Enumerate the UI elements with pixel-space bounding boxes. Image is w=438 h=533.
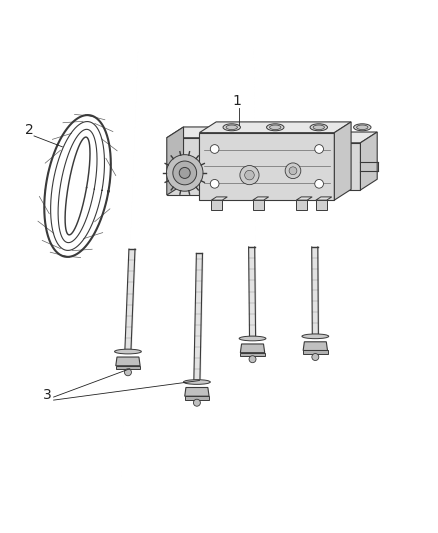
Text: 1: 1 xyxy=(232,94,241,109)
Polygon shape xyxy=(199,122,351,133)
Ellipse shape xyxy=(270,125,281,130)
Ellipse shape xyxy=(313,125,325,130)
Ellipse shape xyxy=(223,124,240,131)
Polygon shape xyxy=(167,127,184,195)
Circle shape xyxy=(289,167,297,175)
Polygon shape xyxy=(212,200,222,209)
Polygon shape xyxy=(253,197,268,200)
Polygon shape xyxy=(316,200,327,209)
Polygon shape xyxy=(167,138,199,195)
Circle shape xyxy=(240,166,259,184)
Polygon shape xyxy=(240,353,265,356)
Ellipse shape xyxy=(239,336,266,341)
Ellipse shape xyxy=(184,379,210,384)
Polygon shape xyxy=(185,387,209,396)
Polygon shape xyxy=(316,197,332,200)
Text: 2: 2 xyxy=(25,123,34,137)
Ellipse shape xyxy=(115,349,141,354)
Polygon shape xyxy=(334,132,377,143)
Polygon shape xyxy=(167,127,216,138)
Circle shape xyxy=(166,155,203,191)
Circle shape xyxy=(179,167,190,179)
Polygon shape xyxy=(303,351,328,354)
Circle shape xyxy=(315,144,323,154)
Polygon shape xyxy=(253,200,264,209)
Polygon shape xyxy=(199,133,334,200)
Polygon shape xyxy=(303,342,328,351)
Polygon shape xyxy=(240,344,265,353)
Circle shape xyxy=(245,171,254,180)
Polygon shape xyxy=(185,396,209,400)
Polygon shape xyxy=(334,143,360,190)
Circle shape xyxy=(210,144,219,154)
Circle shape xyxy=(173,161,197,185)
Polygon shape xyxy=(296,197,312,200)
Text: 3: 3 xyxy=(43,388,52,402)
Polygon shape xyxy=(116,366,140,369)
Ellipse shape xyxy=(353,124,371,131)
Circle shape xyxy=(249,356,256,362)
Polygon shape xyxy=(360,132,377,190)
Polygon shape xyxy=(212,197,227,200)
Circle shape xyxy=(285,163,301,179)
Ellipse shape xyxy=(302,334,329,338)
Circle shape xyxy=(315,180,323,188)
Ellipse shape xyxy=(357,125,368,130)
Polygon shape xyxy=(334,122,351,200)
Circle shape xyxy=(210,180,219,188)
Circle shape xyxy=(194,399,200,406)
Ellipse shape xyxy=(226,125,237,130)
Circle shape xyxy=(312,353,319,360)
Polygon shape xyxy=(296,200,307,209)
Ellipse shape xyxy=(310,124,328,131)
Circle shape xyxy=(124,369,131,376)
Ellipse shape xyxy=(267,124,284,131)
Polygon shape xyxy=(116,357,140,366)
